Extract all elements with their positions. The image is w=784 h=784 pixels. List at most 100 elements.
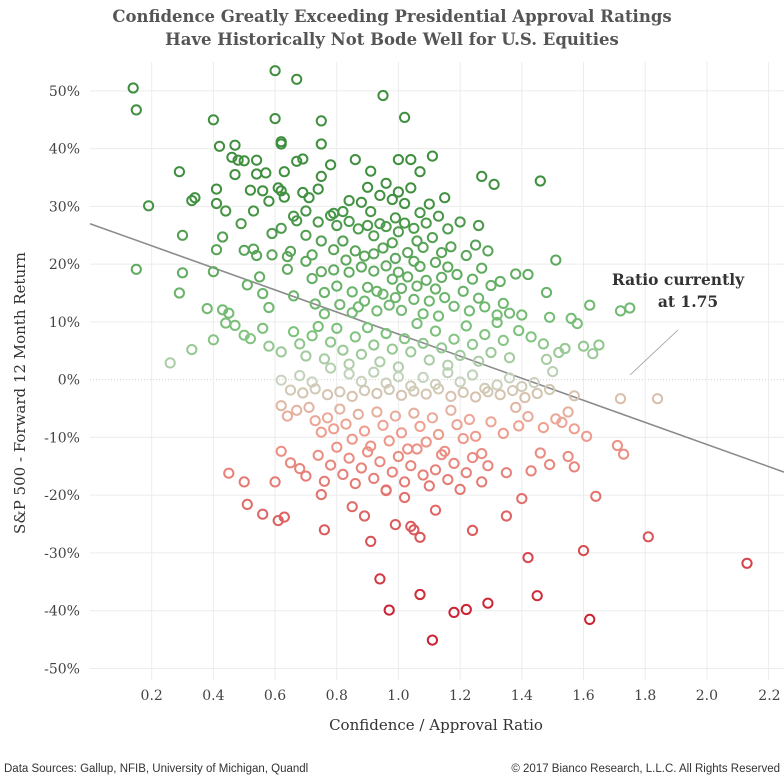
data-point	[213, 140, 226, 152]
data-point	[466, 338, 479, 350]
data-point	[383, 604, 395, 616]
data-point	[275, 222, 287, 234]
data-point	[291, 215, 303, 227]
data-point	[244, 184, 256, 196]
copyright-footer: © 2017 Bianco Research, L.L.C. All Right…	[511, 763, 780, 775]
data-point	[306, 273, 318, 285]
data-point	[349, 331, 361, 343]
data-point	[651, 393, 664, 405]
data-point	[445, 241, 457, 253]
data-point	[241, 498, 253, 510]
data-point	[386, 237, 398, 249]
data-point	[318, 286, 330, 299]
data-point	[389, 519, 401, 531]
data-point	[275, 445, 287, 457]
data-point	[380, 377, 392, 389]
y-tick-label: 20%	[49, 257, 80, 273]
data-point	[426, 150, 438, 162]
data-point	[414, 166, 426, 178]
data-point	[306, 249, 318, 261]
data-point	[318, 308, 330, 320]
data-point	[448, 457, 460, 469]
data-point	[300, 350, 312, 362]
data-point	[544, 383, 556, 396]
chart-title-line-1: Confidence Greatly Exceeding Presidentia…	[112, 7, 671, 26]
data-point	[414, 260, 426, 273]
data-point	[399, 491, 411, 504]
data-point	[365, 535, 377, 548]
data-point	[331, 441, 343, 453]
data-point	[223, 307, 235, 319]
data-point	[186, 195, 198, 207]
data-point	[497, 427, 509, 439]
data-point	[445, 404, 457, 416]
data-point	[362, 322, 374, 334]
data-point	[402, 247, 414, 259]
data-point	[365, 206, 377, 218]
data-point	[325, 362, 337, 374]
data-point	[325, 459, 337, 471]
data-point	[371, 387, 383, 400]
data-point	[269, 113, 281, 125]
data-point	[315, 235, 327, 247]
data-point	[392, 371, 404, 383]
data-point	[247, 205, 260, 217]
data-point	[343, 358, 355, 370]
data-point	[229, 139, 241, 151]
data-point	[497, 297, 509, 309]
data-point	[584, 299, 596, 311]
chart-title: Confidence Greatly Exceeding Presidentia…	[112, 7, 671, 49]
data-point	[516, 309, 528, 321]
data-point	[238, 155, 250, 167]
data-point	[380, 260, 392, 272]
data-point	[300, 229, 312, 241]
data-point	[417, 371, 429, 383]
data-point	[568, 390, 580, 402]
data-point	[349, 245, 361, 257]
x-tick-label: 0.4	[202, 688, 224, 704]
data-point	[210, 183, 223, 195]
data-point	[405, 154, 417, 166]
data-point	[377, 419, 389, 431]
data-point	[485, 416, 497, 428]
y-tick-label: 0%	[58, 373, 80, 389]
data-point	[358, 510, 371, 522]
data-point	[328, 423, 340, 435]
data-point	[491, 316, 503, 329]
data-point	[328, 264, 340, 276]
data-point	[466, 524, 479, 537]
data-point	[417, 337, 429, 349]
data-point	[315, 489, 327, 501]
data-point	[266, 249, 278, 261]
data-point	[297, 387, 309, 399]
data-point	[466, 369, 479, 381]
data-point	[457, 386, 469, 398]
data-point	[528, 377, 540, 389]
y-tick-label: -50%	[44, 661, 80, 677]
data-point	[331, 322, 343, 334]
y-axis-ticks: -50% -40% -30% -20% -10% 0% 10% 20% 30% 40% 50%	[44, 84, 80, 678]
data-point	[466, 452, 479, 464]
data-point	[217, 231, 229, 243]
data-point	[460, 467, 472, 479]
data-point	[429, 256, 442, 268]
data-point	[420, 217, 432, 229]
data-point	[220, 205, 232, 217]
data-point	[331, 219, 343, 232]
data-point	[275, 400, 287, 412]
data-point	[537, 338, 550, 350]
data-point	[436, 342, 448, 354]
data-point	[380, 177, 392, 189]
data-point	[411, 318, 423, 330]
data-point	[460, 249, 472, 262]
x-tick-label: 1.2	[449, 688, 471, 704]
data-point	[281, 263, 293, 275]
data-point	[618, 448, 630, 460]
data-point	[531, 387, 543, 400]
data-point	[429, 325, 442, 337]
data-point	[235, 218, 247, 230]
data-point	[473, 355, 485, 367]
data-point	[540, 286, 553, 299]
data-point	[176, 267, 189, 279]
data-point	[482, 597, 494, 609]
